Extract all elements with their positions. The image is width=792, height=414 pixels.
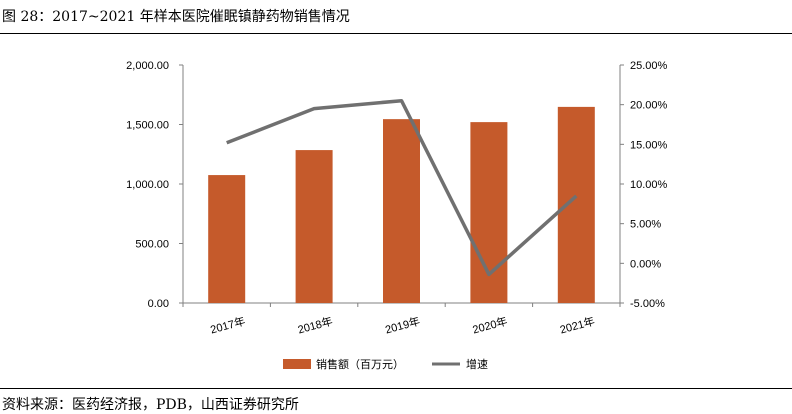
left-tick-label: 1,000.00 xyxy=(126,179,169,191)
x-tick-label: 2017年 xyxy=(209,314,247,337)
right-tick-label: -5.00% xyxy=(630,298,665,310)
legend-swatch-sales xyxy=(283,359,311,369)
right-tick-label: 15.00% xyxy=(630,139,668,151)
growth-line xyxy=(226,98,578,277)
left-tick-label: 2,000.00 xyxy=(126,60,169,72)
source-note: 资料来源：医药经济报，PDB，山西证券研究所 xyxy=(2,397,299,413)
figure-caption: 图 28：2017~2021 年样本医院催眠镇静药物销售情况 xyxy=(2,9,350,25)
x-tick-label: 2018年 xyxy=(296,314,334,337)
bar xyxy=(557,106,595,303)
left-tick-label: 1,500.00 xyxy=(126,120,169,132)
combo-chart: 0.00 500.00 1,000.00 1,500.00 2,000.00 -5.00%… xyxy=(126,60,668,371)
legend-label-growth: 增速 xyxy=(466,357,488,371)
right-tick-label: 5.00% xyxy=(630,219,661,231)
top-rule xyxy=(0,33,792,34)
bar xyxy=(208,175,246,303)
right-tick-label: 10.00% xyxy=(630,179,668,191)
right-tick-label: 20.00% xyxy=(630,100,668,112)
bottom-rule xyxy=(0,388,792,389)
bar xyxy=(295,150,333,303)
right-tick-label: 0.00% xyxy=(630,258,661,270)
x-tick-label: 2021年 xyxy=(558,314,596,337)
bar xyxy=(383,119,420,304)
right-tick-label: 25.00% xyxy=(630,60,668,72)
x-tick-label: 2020年 xyxy=(471,314,509,337)
x-tick-label: 2019年 xyxy=(384,314,422,337)
left-tick-label: 0.00 xyxy=(148,298,169,310)
left-tick-label: 500.00 xyxy=(135,239,169,251)
legend-label-sales: 销售额（百万元） xyxy=(316,357,404,371)
